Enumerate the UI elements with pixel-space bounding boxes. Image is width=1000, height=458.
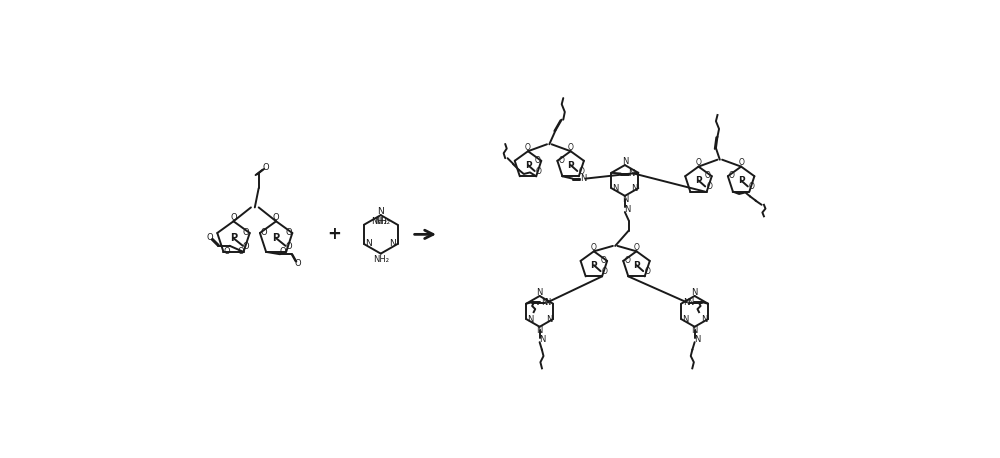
Text: O: O [600, 256, 606, 265]
Text: O: O [534, 156, 540, 164]
Text: N: N [701, 315, 707, 323]
Text: N: N [541, 298, 547, 306]
Text: O: O [260, 229, 267, 238]
Text: O: O [558, 156, 564, 164]
Text: O: O [536, 167, 542, 176]
Text: N: N [527, 315, 533, 323]
Text: N: N [631, 184, 638, 193]
Text: O: O [634, 243, 639, 252]
Text: O: O [243, 242, 249, 251]
Text: N: N [536, 288, 543, 297]
Text: N: N [683, 299, 690, 307]
Text: N: N [682, 315, 688, 323]
Text: O: O [644, 267, 650, 276]
Text: O: O [525, 143, 531, 152]
Text: N: N [546, 315, 552, 323]
Text: O: O [295, 259, 301, 268]
Text: N: N [539, 335, 545, 344]
Text: P: P [273, 233, 280, 243]
Text: O: O [230, 213, 237, 222]
Text: N: N [622, 157, 628, 166]
Text: N: N [691, 326, 698, 335]
Text: P: P [738, 176, 744, 185]
Text: O: O [706, 182, 712, 191]
Text: N: N [687, 298, 693, 306]
Text: O: O [223, 247, 230, 256]
Text: O: O [285, 242, 292, 251]
Text: N: N [691, 288, 698, 297]
Text: O: O [262, 163, 269, 172]
Text: O: O [237, 247, 244, 256]
Text: O: O [243, 229, 249, 238]
Text: NH₂: NH₂ [373, 255, 389, 264]
Text: O: O [602, 267, 608, 276]
Text: P: P [525, 161, 531, 169]
Text: N: N [612, 184, 619, 193]
Text: O: O [285, 228, 292, 237]
Text: O: O [705, 171, 711, 180]
Text: N: N [377, 207, 384, 216]
Text: N: N [365, 240, 372, 249]
Text: O: O [280, 247, 286, 256]
Text: P: P [567, 161, 574, 169]
Text: N: N [536, 326, 543, 335]
Text: O: O [749, 182, 755, 191]
Text: P: P [695, 176, 702, 185]
Text: N: N [580, 174, 587, 183]
Text: N: N [624, 205, 630, 214]
Text: O: O [273, 213, 279, 222]
Text: P: P [633, 261, 640, 270]
Text: O: O [729, 171, 735, 180]
Text: NH₂: NH₂ [375, 217, 391, 226]
Text: O: O [568, 143, 574, 152]
Text: O: O [591, 243, 597, 252]
Text: N: N [694, 335, 700, 344]
Text: N: N [628, 169, 635, 178]
Text: O: O [206, 233, 213, 242]
Text: P: P [591, 261, 597, 270]
Text: N: N [622, 195, 628, 204]
Text: O: O [579, 167, 584, 176]
Text: O: O [738, 158, 744, 167]
Text: +: + [327, 225, 341, 243]
Text: N: N [544, 299, 551, 307]
Text: O: O [696, 158, 701, 167]
Text: NH₂: NH₂ [371, 217, 387, 226]
Text: O: O [624, 256, 630, 265]
Text: N: N [390, 240, 396, 249]
Text: P: P [230, 233, 237, 243]
